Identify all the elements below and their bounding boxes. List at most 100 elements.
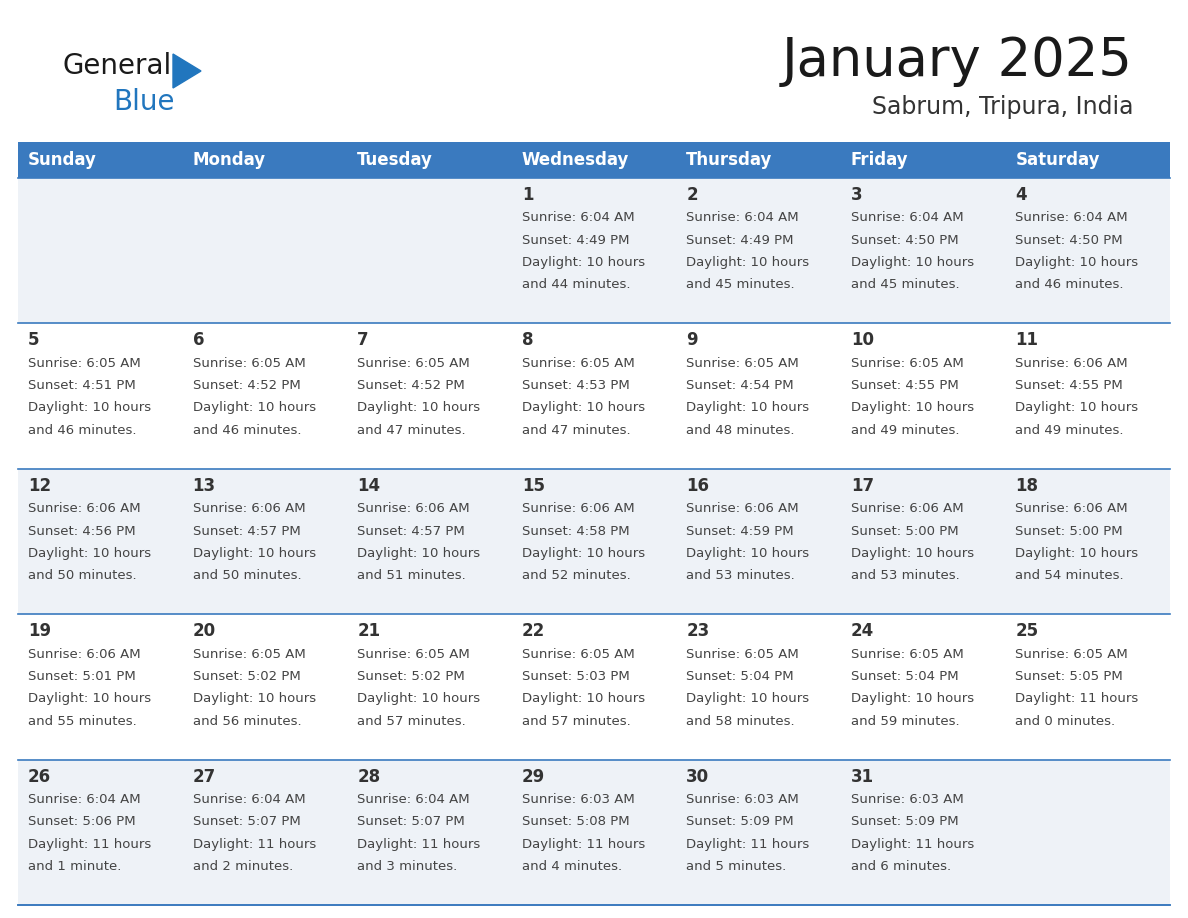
Text: Sunrise: 6:06 AM: Sunrise: 6:06 AM — [1016, 502, 1129, 515]
Text: and 54 minutes.: and 54 minutes. — [1016, 569, 1124, 582]
Text: Daylight: 11 hours: Daylight: 11 hours — [851, 837, 974, 851]
Text: and 53 minutes.: and 53 minutes. — [851, 569, 960, 582]
Text: and 58 minutes.: and 58 minutes. — [687, 714, 795, 728]
Text: 22: 22 — [522, 622, 545, 640]
Polygon shape — [173, 54, 201, 88]
Text: Sunset: 4:58 PM: Sunset: 4:58 PM — [522, 524, 630, 538]
Text: January 2025: January 2025 — [782, 35, 1133, 87]
Text: Daylight: 10 hours: Daylight: 10 hours — [192, 547, 316, 560]
Bar — [18, 142, 1170, 178]
Text: Sunrise: 6:03 AM: Sunrise: 6:03 AM — [522, 793, 634, 806]
Text: Daylight: 11 hours: Daylight: 11 hours — [358, 837, 480, 851]
Text: Daylight: 11 hours: Daylight: 11 hours — [29, 837, 151, 851]
Text: 9: 9 — [687, 331, 697, 350]
Text: Sunrise: 6:05 AM: Sunrise: 6:05 AM — [522, 647, 634, 661]
Text: Daylight: 10 hours: Daylight: 10 hours — [29, 692, 151, 705]
Text: Daylight: 10 hours: Daylight: 10 hours — [1016, 256, 1138, 269]
Text: Sunrise: 6:06 AM: Sunrise: 6:06 AM — [358, 502, 469, 515]
Text: and 0 minutes.: and 0 minutes. — [1016, 714, 1116, 728]
Text: and 50 minutes.: and 50 minutes. — [192, 569, 302, 582]
Text: 21: 21 — [358, 622, 380, 640]
Text: and 50 minutes.: and 50 minutes. — [29, 569, 137, 582]
Text: Sunrise: 6:04 AM: Sunrise: 6:04 AM — [851, 211, 963, 224]
Text: 18: 18 — [1016, 476, 1038, 495]
Text: 6: 6 — [192, 331, 204, 350]
Text: and 5 minutes.: and 5 minutes. — [687, 860, 786, 873]
Bar — [18, 323, 1170, 469]
Text: 3: 3 — [851, 186, 862, 204]
Text: 12: 12 — [29, 476, 51, 495]
Text: Sunset: 5:00 PM: Sunset: 5:00 PM — [1016, 524, 1123, 538]
Text: Sunrise: 6:06 AM: Sunrise: 6:06 AM — [29, 647, 140, 661]
Text: Monday: Monday — [192, 151, 266, 169]
Text: Sunset: 4:52 PM: Sunset: 4:52 PM — [192, 379, 301, 392]
Text: 19: 19 — [29, 622, 51, 640]
Text: Sunrise: 6:05 AM: Sunrise: 6:05 AM — [851, 647, 963, 661]
Text: Daylight: 11 hours: Daylight: 11 hours — [522, 837, 645, 851]
Text: Sunset: 5:06 PM: Sunset: 5:06 PM — [29, 815, 135, 828]
Text: and 46 minutes.: and 46 minutes. — [192, 424, 301, 437]
Text: Tuesday: Tuesday — [358, 151, 432, 169]
Text: Sunset: 4:49 PM: Sunset: 4:49 PM — [687, 234, 794, 247]
Text: Sunset: 5:08 PM: Sunset: 5:08 PM — [522, 815, 630, 828]
Text: and 1 minute.: and 1 minute. — [29, 860, 121, 873]
Text: Sunset: 5:05 PM: Sunset: 5:05 PM — [1016, 670, 1123, 683]
Text: 10: 10 — [851, 331, 874, 350]
Text: 28: 28 — [358, 767, 380, 786]
Text: and 4 minutes.: and 4 minutes. — [522, 860, 621, 873]
Text: and 46 minutes.: and 46 minutes. — [29, 424, 137, 437]
Text: 17: 17 — [851, 476, 874, 495]
Text: and 6 minutes.: and 6 minutes. — [851, 860, 950, 873]
Text: Sunset: 5:04 PM: Sunset: 5:04 PM — [851, 670, 959, 683]
Text: Daylight: 11 hours: Daylight: 11 hours — [687, 837, 809, 851]
Text: Daylight: 10 hours: Daylight: 10 hours — [687, 547, 809, 560]
Text: Sunrise: 6:05 AM: Sunrise: 6:05 AM — [358, 647, 470, 661]
Text: Sunset: 4:59 PM: Sunset: 4:59 PM — [687, 524, 794, 538]
Text: Sunrise: 6:05 AM: Sunrise: 6:05 AM — [1016, 647, 1129, 661]
Text: Sunrise: 6:05 AM: Sunrise: 6:05 AM — [192, 357, 305, 370]
Text: Daylight: 10 hours: Daylight: 10 hours — [522, 692, 645, 705]
Text: Saturday: Saturday — [1016, 151, 1100, 169]
Text: Sunrise: 6:05 AM: Sunrise: 6:05 AM — [687, 357, 800, 370]
Text: 2: 2 — [687, 186, 697, 204]
Text: Sunrise: 6:05 AM: Sunrise: 6:05 AM — [687, 647, 800, 661]
Text: Daylight: 10 hours: Daylight: 10 hours — [29, 547, 151, 560]
Text: Sunset: 4:50 PM: Sunset: 4:50 PM — [1016, 234, 1123, 247]
Text: Daylight: 10 hours: Daylight: 10 hours — [192, 692, 316, 705]
Text: Sunrise: 6:06 AM: Sunrise: 6:06 AM — [851, 502, 963, 515]
Text: Sunrise: 6:05 AM: Sunrise: 6:05 AM — [851, 357, 963, 370]
Text: Daylight: 11 hours: Daylight: 11 hours — [192, 837, 316, 851]
Text: Daylight: 10 hours: Daylight: 10 hours — [687, 692, 809, 705]
Text: Sunset: 5:07 PM: Sunset: 5:07 PM — [358, 815, 465, 828]
Text: Sunset: 5:09 PM: Sunset: 5:09 PM — [851, 815, 959, 828]
Text: and 49 minutes.: and 49 minutes. — [851, 424, 960, 437]
Text: General: General — [62, 52, 171, 80]
Text: and 52 minutes.: and 52 minutes. — [522, 569, 631, 582]
Text: Daylight: 10 hours: Daylight: 10 hours — [851, 692, 974, 705]
Bar — [18, 614, 1170, 759]
Text: 26: 26 — [29, 767, 51, 786]
Text: Sunset: 5:01 PM: Sunset: 5:01 PM — [29, 670, 135, 683]
Text: 23: 23 — [687, 622, 709, 640]
Text: Friday: Friday — [851, 151, 909, 169]
Text: Sunrise: 6:04 AM: Sunrise: 6:04 AM — [522, 211, 634, 224]
Text: Wednesday: Wednesday — [522, 151, 630, 169]
Text: and 46 minutes.: and 46 minutes. — [1016, 278, 1124, 291]
Text: Daylight: 10 hours: Daylight: 10 hours — [851, 547, 974, 560]
Text: Sunset: 4:49 PM: Sunset: 4:49 PM — [522, 234, 630, 247]
Text: Sunrise: 6:06 AM: Sunrise: 6:06 AM — [192, 502, 305, 515]
Text: Sunrise: 6:05 AM: Sunrise: 6:05 AM — [192, 647, 305, 661]
Text: Sunrise: 6:06 AM: Sunrise: 6:06 AM — [1016, 357, 1129, 370]
Bar — [18, 759, 1170, 905]
Text: Sunset: 5:03 PM: Sunset: 5:03 PM — [522, 670, 630, 683]
Text: Sunset: 4:53 PM: Sunset: 4:53 PM — [522, 379, 630, 392]
Text: and 49 minutes.: and 49 minutes. — [1016, 424, 1124, 437]
Text: and 55 minutes.: and 55 minutes. — [29, 714, 137, 728]
Text: and 3 minutes.: and 3 minutes. — [358, 860, 457, 873]
Text: Sunrise: 6:04 AM: Sunrise: 6:04 AM — [192, 793, 305, 806]
Text: Sunset: 5:02 PM: Sunset: 5:02 PM — [358, 670, 465, 683]
Text: Sunset: 5:00 PM: Sunset: 5:00 PM — [851, 524, 959, 538]
Text: Sunset: 5:07 PM: Sunset: 5:07 PM — [192, 815, 301, 828]
Text: Sunrise: 6:06 AM: Sunrise: 6:06 AM — [522, 502, 634, 515]
Text: Sunrise: 6:04 AM: Sunrise: 6:04 AM — [687, 211, 798, 224]
